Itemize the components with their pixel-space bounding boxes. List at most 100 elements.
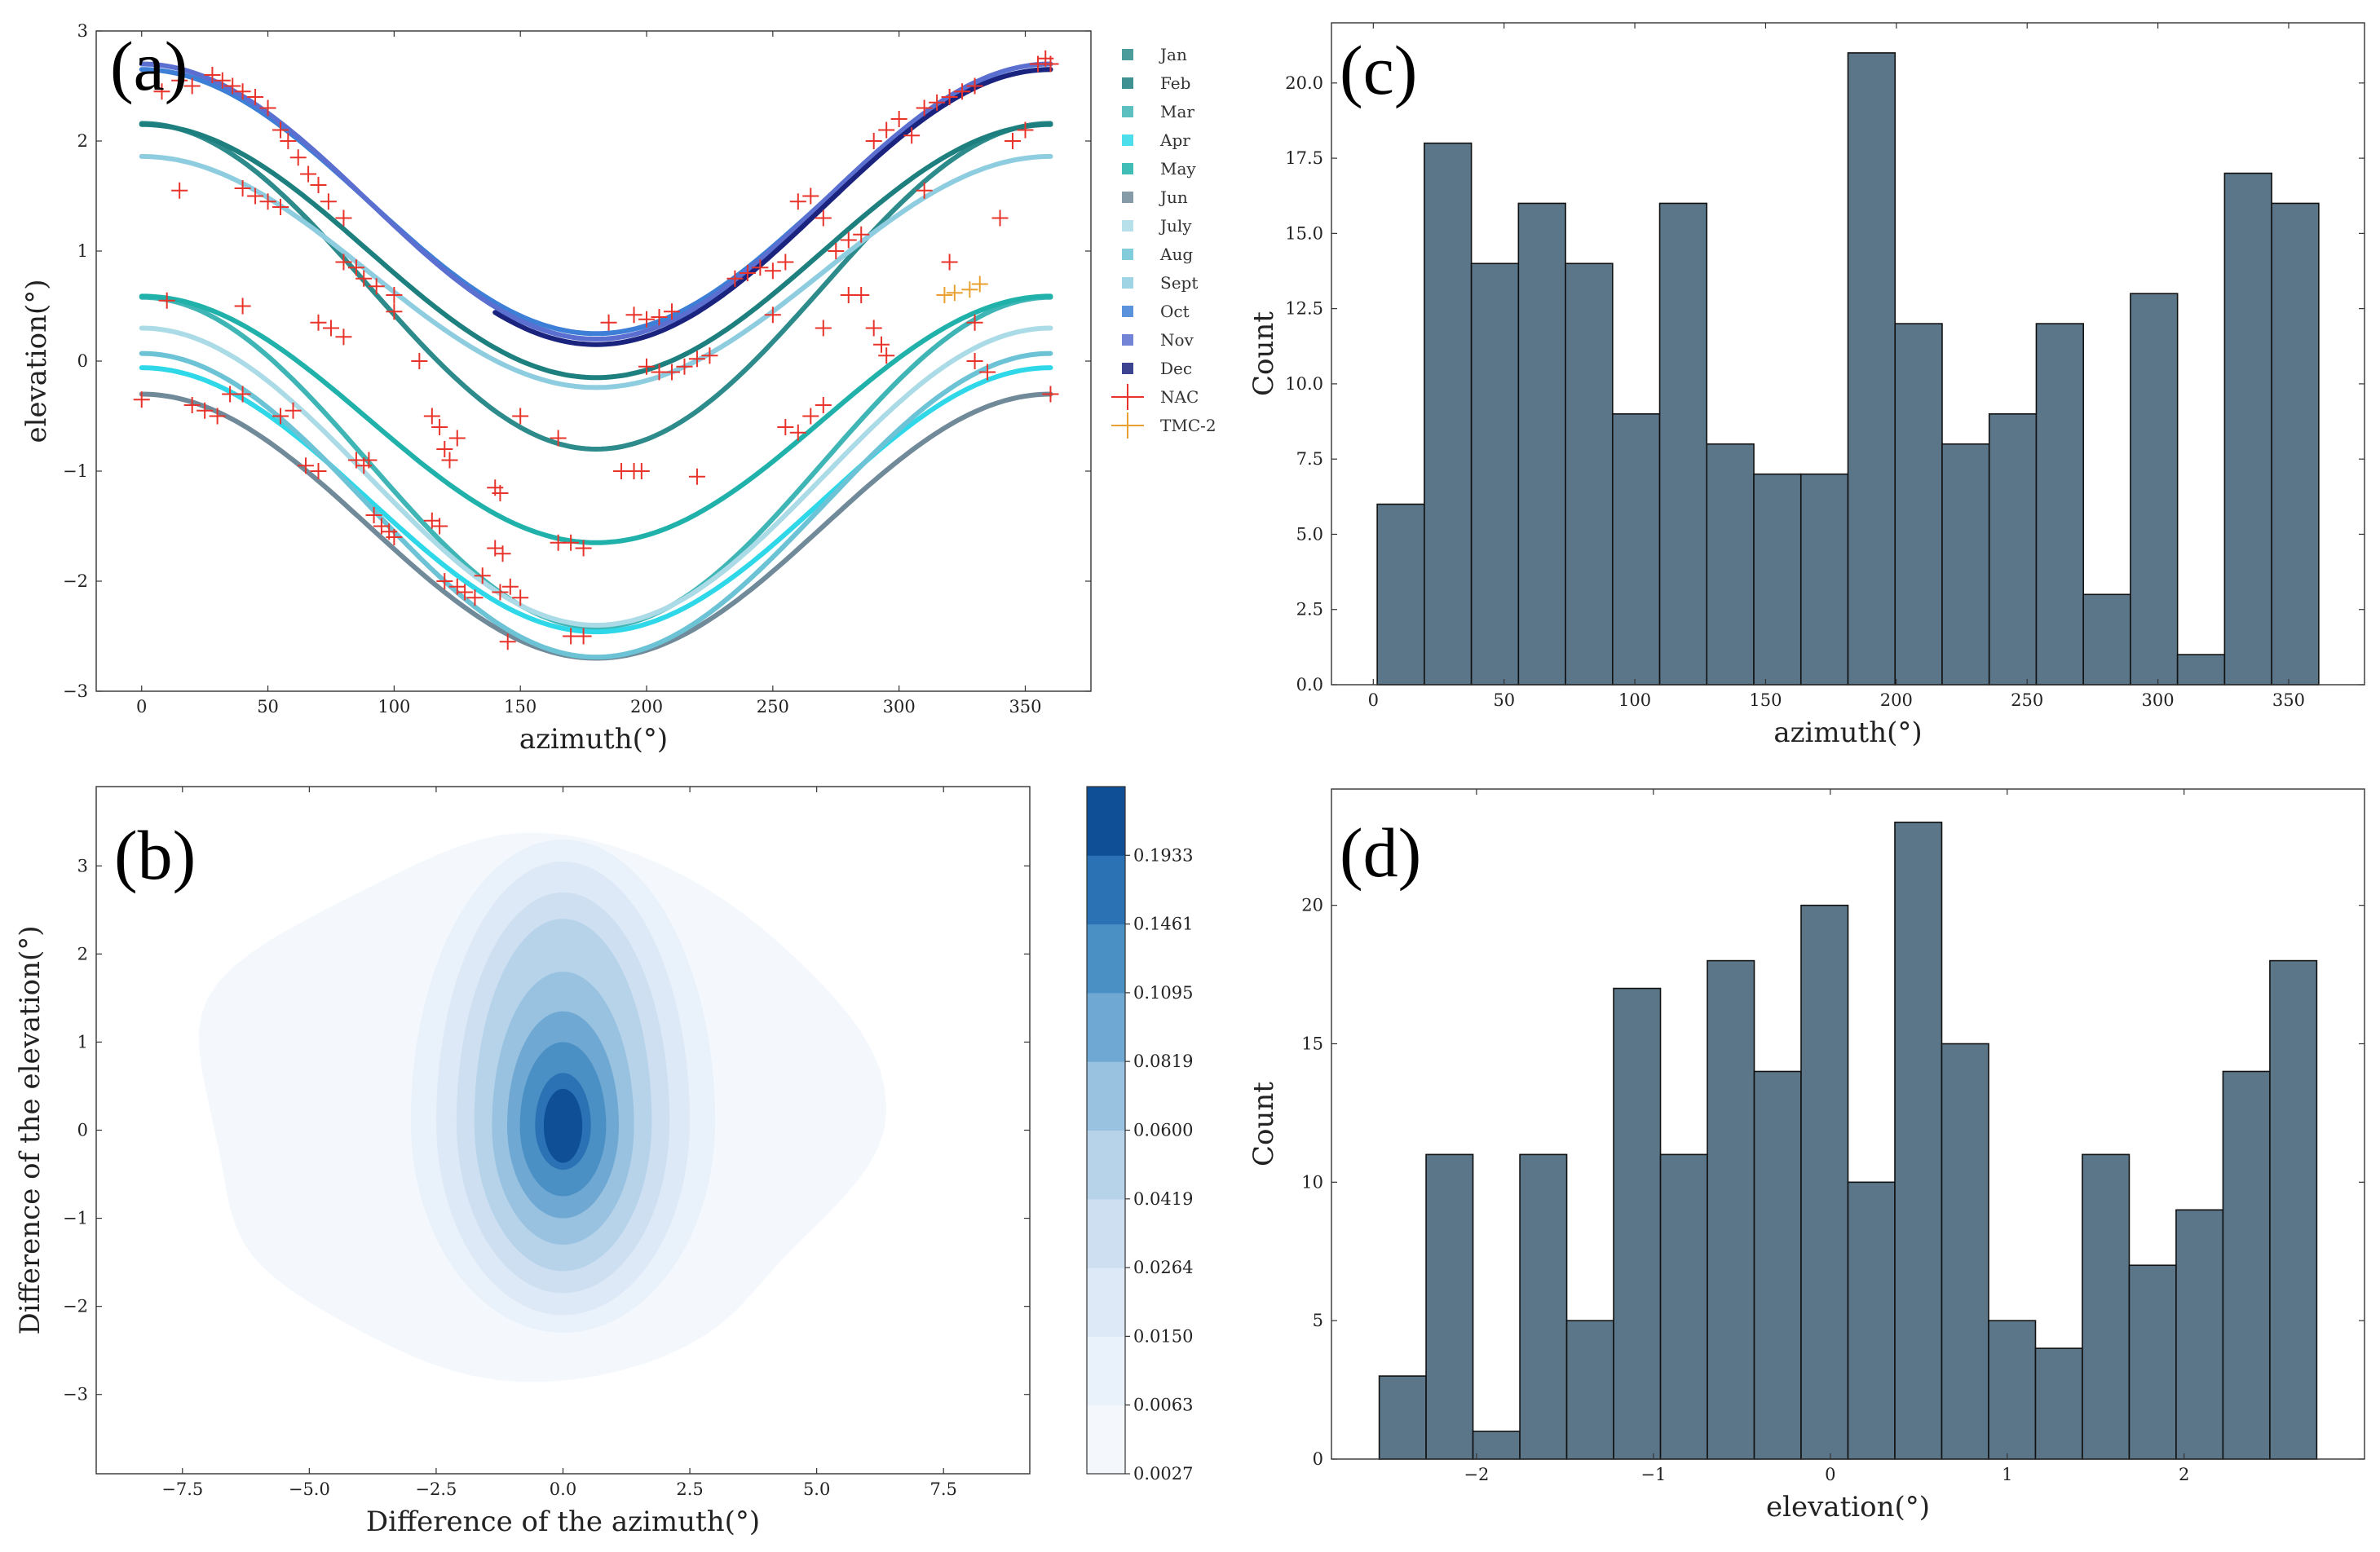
nac-point [777,254,794,271]
legend-swatch-oct [1122,306,1133,317]
x-tick-label: −2.5 [415,1479,457,1499]
colorbar-segment [1087,787,1125,856]
y-tick-label: 1 [77,1032,88,1052]
nac-point [196,402,214,419]
nac-point [411,353,428,369]
colorbar-label: 0.0819 [1133,1052,1193,1071]
plot-frame [1331,22,2365,686]
curve-dec [492,67,1053,347]
nac-point [726,270,744,287]
colorbar-segment [1087,1404,1125,1475]
x-tick-label: 250 [2011,690,2043,710]
y-tick-label: 2 [77,131,88,151]
x-tick-label: 2 [2179,1465,2189,1484]
legend-label: Aug [1159,245,1193,264]
legend-swatch-apr [1122,134,1133,146]
histogram-bar [2130,293,2179,686]
x-tick-label: 0 [1368,690,1379,710]
histogram-bar [1376,503,1425,686]
legend-swatch-jun [1122,192,1133,203]
histogram-bar [1988,413,2038,686]
legend-swatch-aug [1122,249,1133,260]
x-tick-label: 150 [504,697,536,716]
tmc-2-point [971,276,988,293]
histogram-bar [2223,172,2272,686]
panel-b-difference-density: −7.5 −5.0 −2.5 0.0 2.5 5.0 7.5 −3 −2 −1 0 1 2 3 Differ… [14,786,1193,1538]
curve-nov [139,61,1053,342]
histogram-bar [2269,959,2318,1460]
panel-label-a: (a) [110,27,188,105]
x-tick-label: 0 [136,697,147,716]
nac-point [247,187,264,205]
x-tick-label: 350 [1009,697,1041,716]
nac-point [335,254,352,271]
legend-swatch-dec [1122,363,1133,374]
plot-area [133,50,1059,661]
nac-point [853,226,870,243]
legend-label: May [1160,159,1196,179]
histogram-bar [1424,142,1473,686]
nac-point [492,584,509,601]
x-axis-label: elevation(°) [1766,1491,1930,1523]
legend-swatch-sept [1122,277,1133,289]
histogram-bar [1847,52,1896,686]
plot-frame [95,30,1092,692]
histogram-bar [1988,1320,2037,1460]
y-tick-label: 0 [77,351,88,371]
nac-point [355,270,373,287]
nac-point [466,589,484,606]
histogram-bar [1800,904,1849,1460]
nac-point [764,262,781,280]
histogram-bar [1941,1043,1989,1460]
colorbar-label: 0.1095 [1133,983,1193,1003]
histogram-bar [1753,473,1802,686]
nac-point [234,83,251,100]
histogram-bar [2176,654,2226,686]
nac-point [1042,55,1059,73]
panel-label-b: (b) [114,816,196,894]
nac-point [360,452,378,469]
histogram-bar [1799,473,1849,686]
nac-point [224,77,241,95]
nac-point [600,314,617,331]
curve-may [139,293,1053,545]
nac-point [752,259,769,276]
nac-point [954,83,971,100]
x-tick-label: −5.0 [289,1479,330,1499]
curve-july [139,325,1053,628]
colorbar-segment [1087,1198,1125,1268]
tmc-2-point [946,284,963,302]
x-tick-label: −1 [1640,1465,1666,1484]
colorbar-label: 0.0264 [1133,1258,1193,1277]
nac-point [300,165,317,183]
colorbar-segment [1087,1061,1125,1131]
y-tick-label: −3 [63,681,88,701]
nac-point [441,452,458,469]
nac-point [322,320,339,337]
nac-point [310,314,327,331]
nac-point [575,540,592,557]
histogram-bar [1378,1375,1427,1460]
nac-point [474,567,491,584]
histogram-bar [2222,1070,2271,1460]
nac-point [133,391,150,408]
nac-point [890,111,907,127]
x-tick-label: 1 [2002,1465,2012,1484]
x-tick-label: 100 [378,697,410,716]
legend: Jan Feb Mar Apr May Jun July Aug Sept Oct Nov Dec NA… [1111,45,1216,439]
x-tick-label: 0 [1825,1465,1835,1484]
panel-label-c: (c) [1340,31,1417,109]
y-tick-label: 3 [77,856,88,875]
nac-point [789,424,806,441]
y-tick-label: 17.5 [1285,148,1323,168]
nac-point [966,77,983,95]
nac-point [840,231,857,249]
nac-point [1017,121,1034,139]
histogram-bar [1613,987,1662,1460]
nac-point [625,306,642,324]
x-tick-label: 7.5 [930,1479,957,1499]
nac-point [183,77,201,95]
y-tick-label: 2.5 [1296,600,1323,619]
legend-label: Jun [1159,187,1188,207]
nac-point [828,243,845,259]
